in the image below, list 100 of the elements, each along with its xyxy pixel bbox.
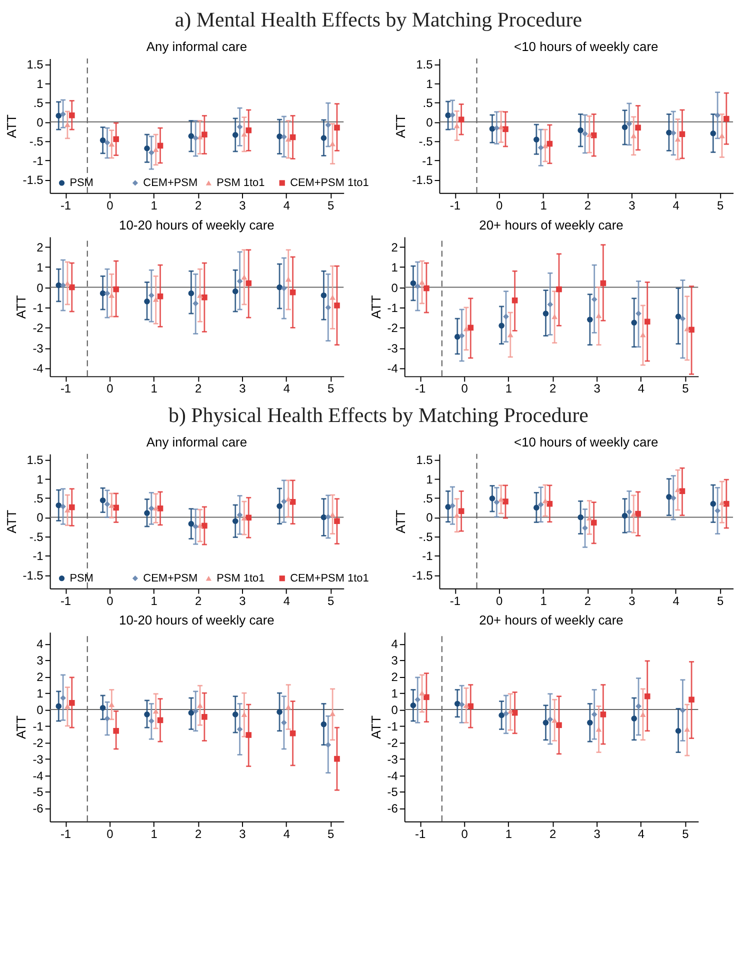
point bbox=[202, 522, 208, 529]
x-tick-label: 4 bbox=[283, 826, 290, 841]
point bbox=[290, 498, 296, 505]
point bbox=[64, 507, 70, 512]
point bbox=[320, 514, 327, 520]
point bbox=[590, 132, 597, 138]
y-axis-title: ATT bbox=[393, 114, 408, 138]
x-tick-label: 1 bbox=[505, 382, 512, 396]
point bbox=[330, 711, 336, 716]
point bbox=[232, 288, 238, 294]
x-tick-label: 5 bbox=[328, 382, 335, 396]
chart-title: <10 hours of weekly care bbox=[514, 39, 658, 54]
point bbox=[192, 524, 198, 530]
point bbox=[622, 124, 628, 130]
point bbox=[334, 756, 340, 762]
point bbox=[188, 710, 194, 716]
point bbox=[503, 314, 509, 320]
point bbox=[68, 284, 75, 290]
point bbox=[104, 290, 110, 296]
x-tick-label: -1 bbox=[60, 198, 72, 212]
point bbox=[320, 292, 327, 298]
y-tick-label: -6 bbox=[32, 802, 44, 816]
x-tick-label: 3 bbox=[628, 198, 636, 212]
point bbox=[630, 133, 637, 138]
y-tick-label: 1 bbox=[36, 76, 44, 91]
y-tick-label: -1 bbox=[422, 549, 434, 564]
y-tick-label: 1 bbox=[426, 472, 434, 486]
point bbox=[587, 720, 593, 726]
point bbox=[157, 506, 164, 512]
x-tick-label: 5 bbox=[716, 594, 724, 608]
y-tick-label: 1 bbox=[36, 260, 44, 275]
x-tick-label: 0 bbox=[461, 382, 468, 396]
point bbox=[596, 726, 602, 732]
point bbox=[450, 112, 456, 118]
point bbox=[494, 125, 500, 131]
point bbox=[113, 728, 119, 734]
point bbox=[188, 520, 194, 527]
x-tick-label: -1 bbox=[60, 826, 72, 841]
point bbox=[276, 284, 282, 290]
point bbox=[626, 508, 632, 515]
point bbox=[468, 324, 474, 331]
point bbox=[640, 332, 646, 338]
point bbox=[547, 716, 554, 722]
point bbox=[60, 282, 66, 288]
y-tick-label: -.5 bbox=[29, 530, 44, 544]
y-tick-label: -2 bbox=[387, 736, 398, 750]
point bbox=[586, 516, 592, 521]
point bbox=[276, 134, 282, 140]
x-tick-label: 4 bbox=[638, 826, 645, 841]
y-tick-label: -5 bbox=[387, 785, 398, 800]
y-tick-label: -4 bbox=[387, 768, 398, 783]
y-tick-label: -4 bbox=[387, 362, 398, 376]
y-tick-label: -.5 bbox=[418, 530, 434, 544]
point bbox=[108, 502, 115, 508]
y-tick-label: -.5 bbox=[418, 134, 434, 149]
point bbox=[241, 516, 248, 521]
y-tick-label: .5 bbox=[33, 492, 44, 506]
point bbox=[534, 504, 540, 511]
chart-title: 10-20 hours of weekly care bbox=[119, 217, 274, 232]
point bbox=[644, 318, 650, 325]
point bbox=[688, 326, 694, 333]
point bbox=[445, 112, 451, 118]
text: b) Physical Health Effects by Matching Procedure bbox=[168, 403, 588, 428]
x-tick-label: 4 bbox=[672, 594, 680, 608]
point bbox=[276, 709, 282, 715]
y-tick-label: -1.5 bbox=[22, 568, 44, 582]
point bbox=[320, 721, 327, 728]
point bbox=[325, 514, 332, 520]
x-tick-label: -1 bbox=[450, 198, 461, 212]
y-tick-label: 2 bbox=[36, 240, 44, 254]
y-tick-label: -3 bbox=[32, 341, 44, 356]
point bbox=[424, 694, 430, 700]
point bbox=[631, 320, 638, 326]
point bbox=[56, 112, 62, 119]
chart-title: 10-20 hours of weekly care bbox=[119, 612, 274, 628]
point bbox=[152, 506, 159, 511]
y-tick-label: .5 bbox=[422, 492, 434, 506]
y-tick-label: 3 bbox=[36, 654, 44, 668]
y-tick-label: 1 bbox=[426, 76, 434, 91]
point bbox=[458, 332, 465, 339]
point bbox=[246, 514, 252, 521]
x-tick-label: 2 bbox=[550, 826, 557, 841]
point bbox=[502, 498, 508, 504]
x-tick-label: -1 bbox=[450, 594, 461, 608]
point bbox=[600, 280, 606, 286]
x-tick-label: 3 bbox=[594, 382, 601, 396]
point bbox=[197, 292, 203, 298]
legend-label: PSM 1to1 bbox=[216, 176, 265, 189]
point bbox=[100, 704, 106, 711]
y-tick-label: 0 bbox=[36, 510, 44, 525]
point bbox=[334, 302, 340, 308]
point bbox=[684, 326, 690, 332]
point bbox=[188, 290, 194, 296]
x-tick-label: 0 bbox=[461, 826, 468, 841]
point bbox=[674, 487, 681, 492]
point bbox=[419, 690, 425, 696]
y-tick-label: 0 bbox=[391, 280, 398, 295]
y-tick-label: 3 bbox=[391, 654, 398, 668]
legend-label: CEM+PSM 1to1 bbox=[290, 572, 369, 584]
point bbox=[680, 316, 686, 322]
